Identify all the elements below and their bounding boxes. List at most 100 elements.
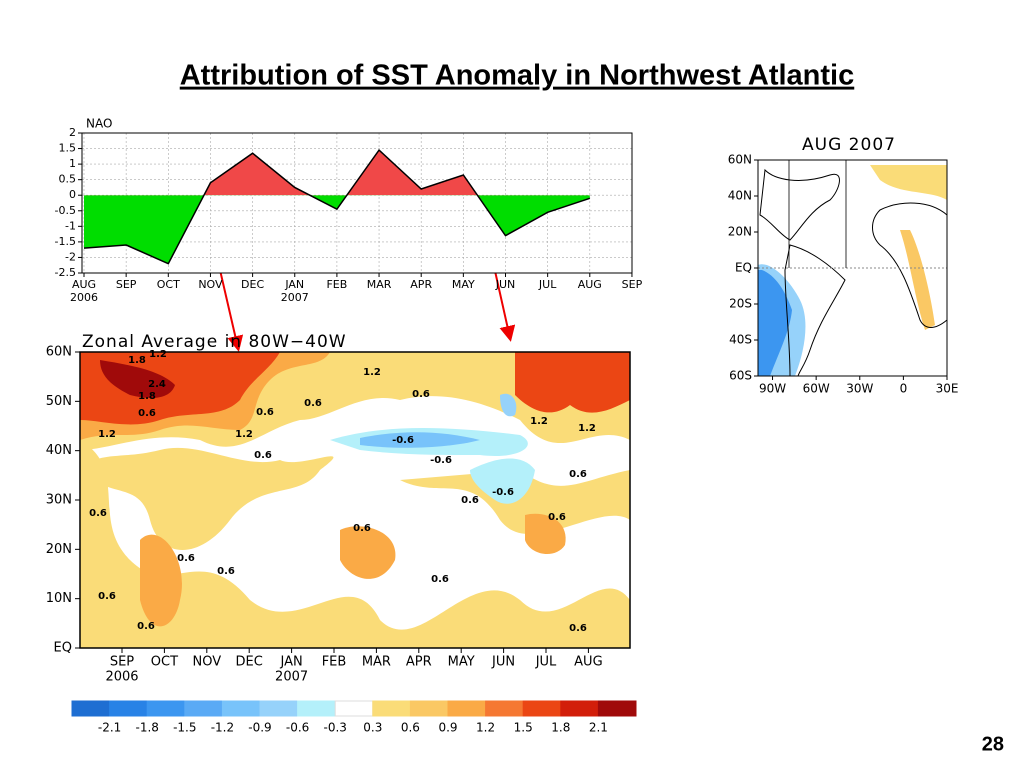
y-tick-label: -0.5 (55, 204, 76, 217)
y-tick-label: 20S (729, 297, 752, 311)
y-tick-label: 40N (46, 443, 72, 458)
y-tick-label: 20N (46, 542, 72, 557)
contour-label: -0.6 (492, 487, 514, 498)
x-tick-label: JUL (535, 655, 557, 670)
x-tick-label: OCT (151, 655, 178, 670)
x-tick-label: AUG (578, 278, 602, 291)
y-tick-label: 60N (728, 153, 752, 167)
contour-label: 1.2 (235, 429, 253, 440)
contour-label: 0.6 (254, 450, 272, 461)
page-number: 28 (982, 733, 1004, 755)
y-tick-label: 10N (46, 591, 72, 606)
contour-label: 1.8 (128, 355, 146, 366)
x-tick-year: 2007 (275, 670, 308, 685)
y-tick-label: -1.5 (55, 235, 76, 248)
y-tick-label: 1.5 (59, 142, 77, 155)
y-tick-label: 20N (728, 225, 752, 239)
contour-label: 0.6 (89, 508, 107, 519)
contour-label: 0.6 (548, 512, 566, 523)
colorbar-box (184, 700, 223, 717)
x-tick-label: 30E (936, 382, 959, 396)
map-title: AUG 2007 (802, 135, 896, 155)
colorbar-label: 1.5 (514, 721, 533, 735)
colorbar-box (146, 700, 186, 717)
colorbar-label: -1.5 (173, 721, 196, 735)
sst-map (758, 160, 947, 376)
x-tick-label: FEB (322, 655, 347, 670)
y-tick-label: -2 (65, 250, 76, 263)
contour-label: 0.6 (569, 469, 587, 480)
x-tick-label: APR (406, 655, 432, 670)
x-tick-label: DEC (236, 655, 263, 670)
chart-title: Zonal Average in 80W−40W (82, 332, 347, 352)
colorbar-label: 1.2 (476, 721, 495, 735)
colorbar-label: -0.9 (248, 721, 271, 735)
x-tick-label: JAN (284, 278, 304, 291)
x-tick-label: SEP (622, 278, 643, 291)
y-tick-label: 0 (69, 188, 76, 201)
x-tick-year: 2006 (105, 670, 138, 685)
contour-label: 0.6 (412, 389, 430, 400)
contour-label: 1.2 (363, 367, 381, 378)
contour-label: 0.6 (98, 591, 116, 602)
colorbar-label: 0.6 (401, 721, 420, 735)
colorbar-box (221, 700, 261, 717)
y-tick-label: 1 (69, 157, 76, 170)
contour-label: 0.6 (461, 495, 479, 506)
colorbar-label: -0.6 (286, 721, 309, 735)
contour-label: -0.6 (392, 435, 414, 446)
x-tick-label: SEP (110, 655, 134, 670)
x-tick-label: MAR (362, 655, 391, 670)
colorbar-box (372, 700, 411, 717)
colorbar-box (259, 700, 299, 717)
contour-label: 0.6 (353, 523, 371, 534)
y-tick-label: 50N (46, 394, 72, 409)
x-tick-label: 60W (803, 382, 830, 396)
x-tick-label: 0 (900, 382, 908, 396)
colorbar-label: 0.9 (438, 721, 457, 735)
contour-label: 0.6 (137, 621, 155, 632)
colorbar-label: 1.8 (551, 721, 570, 735)
x-tick-label: JUN (495, 278, 516, 291)
contour-label: 0.6 (304, 398, 322, 409)
x-tick-year: 2006 (70, 291, 98, 304)
x-tick-label: DEC (241, 278, 264, 291)
x-tick-label: 90W (759, 382, 786, 396)
x-tick-label: APR (410, 278, 432, 291)
colorbar-box (409, 700, 449, 717)
x-tick-label: FEB (326, 278, 347, 291)
y-tick-label: 30N (46, 493, 72, 508)
contour-label: 0.6 (177, 553, 195, 564)
x-tick-label: NOV (192, 655, 221, 670)
y-tick-label: 40S (729, 333, 752, 347)
x-tick-label: MAR (367, 278, 392, 291)
colorbar-label: 0.3 (363, 721, 382, 735)
y-tick-label: 2 (69, 126, 76, 139)
x-tick-year: 2007 (281, 291, 309, 304)
y-tick-label: 60S (729, 369, 752, 383)
x-tick-label: AUG (72, 278, 96, 291)
slide-title: Attribution of SST Anomaly in Northwest … (180, 60, 855, 92)
colorbar-box (71, 700, 111, 717)
plot-frame (81, 132, 633, 274)
contour-label: 0.6 (431, 574, 449, 585)
x-tick-label: JAN (279, 655, 302, 670)
colorbar-box (297, 700, 336, 717)
contour-label: 0.6 (569, 623, 587, 634)
contour-label: 2.4 (148, 379, 166, 390)
contour-label: -0.6 (430, 455, 452, 466)
y-tick-label: -2.5 (55, 266, 76, 279)
y-tick-label: -1 (65, 219, 76, 232)
contour-label: 1.8 (138, 391, 156, 402)
x-tick-label: OCT (157, 278, 180, 291)
x-tick-label: AUG (574, 655, 602, 670)
nao-line (83, 148, 591, 265)
y-tick-label: 60N (46, 345, 72, 360)
colorbar-box (109, 700, 148, 717)
chart-title: NAO (86, 117, 112, 131)
x-tick-label: SEP (116, 278, 137, 291)
contour-label: 1.2 (98, 429, 116, 440)
contour-label: 0.6 (217, 566, 235, 577)
anomaly-field (80, 352, 630, 648)
